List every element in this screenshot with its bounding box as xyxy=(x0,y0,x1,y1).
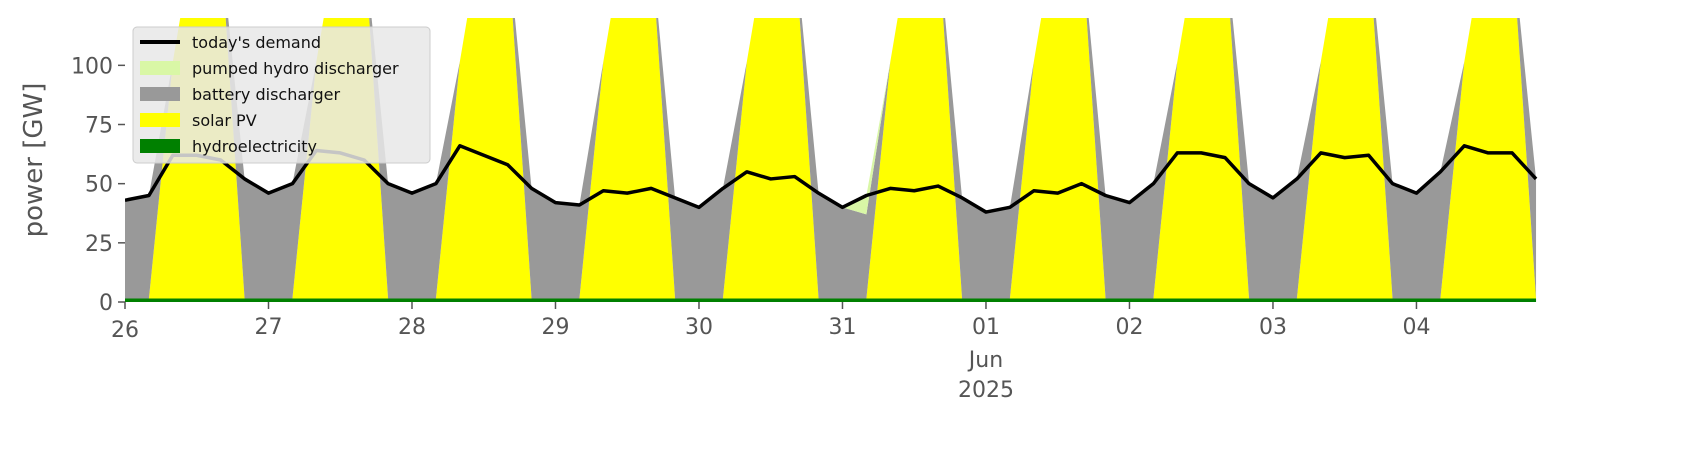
legend-label: battery discharger xyxy=(192,85,340,104)
y-tick-label: 0 xyxy=(99,291,113,316)
x-tick-sublabel: Jun xyxy=(967,348,1003,373)
x-tick-label: 29 xyxy=(541,315,569,340)
legend-box xyxy=(132,26,431,164)
y-axis-label: power [GW] xyxy=(19,83,49,238)
legend-swatch xyxy=(140,113,180,127)
x-tick-label: 01 xyxy=(972,315,1000,340)
legend-swatch xyxy=(140,61,180,75)
legend-label: solar PV xyxy=(192,111,257,130)
x-tick-label: 27 xyxy=(254,315,282,340)
x-tick-label: 30 xyxy=(685,315,713,340)
y-tick-label: 75 xyxy=(85,114,113,139)
y-tick-label: 25 xyxy=(85,232,113,257)
legend-swatch xyxy=(140,87,180,101)
x-tick-label: 26 xyxy=(111,318,139,343)
x-tick-label: 28 xyxy=(398,315,426,340)
legend-label: pumped hydro discharger xyxy=(192,59,399,78)
area xyxy=(125,18,1537,299)
legend: today's demand pumped hydro discharger bat… xyxy=(132,26,431,164)
axes: 0 25 50 75 100 26 27 28 29 30 31 01 Jun 2025 02 03 04 xyxy=(71,54,1430,403)
legend-label: hydroelectricity xyxy=(192,137,317,156)
area xyxy=(125,298,1537,302)
legend-label: today's demand xyxy=(192,33,321,52)
x-tick-label: 04 xyxy=(1402,315,1430,340)
x-tick-label: 31 xyxy=(828,315,856,340)
x-tick-sublabel: 2025 xyxy=(958,378,1014,403)
area xyxy=(125,18,1537,299)
x-tick-label: 02 xyxy=(1115,315,1143,340)
legend-swatch xyxy=(140,139,180,153)
y-tick-label: 50 xyxy=(85,173,113,198)
x-tick-label: 03 xyxy=(1259,315,1287,340)
y-tick-label: 100 xyxy=(71,54,113,79)
